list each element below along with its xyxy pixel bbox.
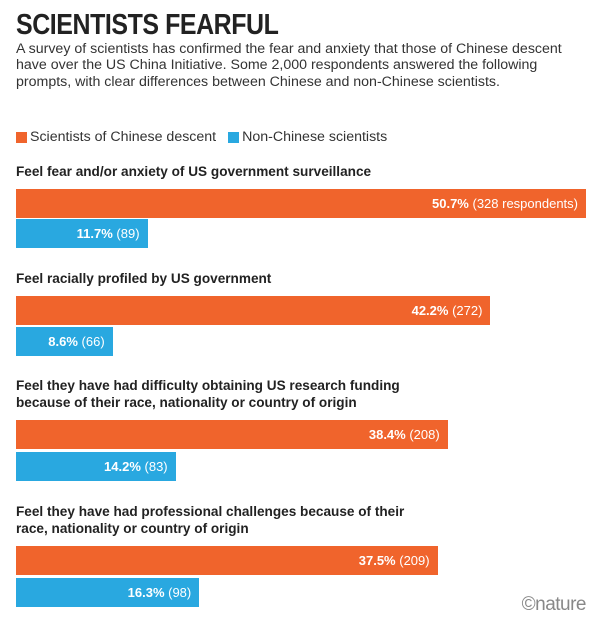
legend-label-non-chinese: Non-Chinese scientists bbox=[242, 129, 388, 145]
bar-non-chinese-surveillance: 11.7% (89) bbox=[16, 219, 148, 248]
bar-non-chinese-professional-challenges: 16.3% (98) bbox=[16, 578, 200, 607]
value-respondent-count: (66) bbox=[77, 334, 105, 349]
value-respondent-count: (89) bbox=[112, 226, 140, 241]
value-respondent-count: (83) bbox=[140, 459, 168, 474]
bar-value-label: 38.4% (208) bbox=[369, 420, 440, 449]
chart-title: SCIENTISTS FEARFUL bbox=[16, 9, 279, 41]
bar-value-label: 8.6% (66) bbox=[48, 327, 104, 356]
bar-chinese-surveillance: 50.7% (328 respondents) bbox=[16, 189, 586, 218]
value-percent: 16.3% bbox=[127, 585, 165, 600]
category-label-surveillance: Feel fear and/or anxiety of US governmen… bbox=[16, 164, 372, 179]
value-respondent-count: (209) bbox=[395, 553, 430, 568]
value-respondent-count: (272) bbox=[448, 303, 483, 318]
value-percent: 14.2% bbox=[104, 459, 141, 474]
bar-value-label: 16.3% (98) bbox=[128, 578, 192, 607]
bar-value-label: 11.7% (89) bbox=[77, 219, 140, 248]
bar-non-chinese-funding-difficulty: 14.2% (83) bbox=[16, 452, 176, 481]
bar-value-label: 37.5% (209) bbox=[359, 546, 430, 575]
legend-swatch-chinese bbox=[16, 131, 27, 143]
category-label-racially-profiled: Feel racially profiled by US government bbox=[16, 271, 272, 286]
value-percent: 11.7% bbox=[76, 226, 113, 241]
publisher-credit: ©nature bbox=[521, 594, 587, 615]
value-respondent-count: (328 respondents) bbox=[468, 196, 578, 211]
bar-value-label: 14.2% (83) bbox=[104, 452, 168, 481]
category-label-funding-difficulty: Feel they have had difficulty obtaining … bbox=[16, 378, 400, 410]
legend-item-chinese: Scientists of Chinese descent bbox=[16, 129, 216, 145]
bar-chinese-racially-profiled: 42.2% (272) bbox=[16, 296, 491, 325]
chart-subtitle: A survey of scientists has confirmed the… bbox=[16, 41, 562, 90]
category-label-professional-challenges: Feel they have had professional challeng… bbox=[16, 504, 405, 536]
bar-value-label: 50.7% (328 respondents) bbox=[432, 189, 578, 218]
value-respondent-count: (208) bbox=[405, 427, 440, 442]
value-percent: 8.6% bbox=[48, 334, 78, 349]
bar-chinese-funding-difficulty: 38.4% (208) bbox=[16, 420, 448, 449]
legend-swatch-non-chinese bbox=[228, 131, 240, 143]
value-percent: 38.4% bbox=[368, 427, 406, 442]
bar-non-chinese-racially-profiled: 8.6% (66) bbox=[16, 327, 113, 356]
bar-value-label: 42.2% (272) bbox=[412, 296, 483, 325]
value-percent: 37.5% bbox=[358, 553, 396, 568]
legend-label-chinese: Scientists of Chinese descent bbox=[30, 129, 217, 145]
value-respondent-count: (98) bbox=[164, 585, 192, 600]
bar-chinese-professional-challenges: 37.5% (209) bbox=[16, 546, 438, 575]
value-percent: 50.7% bbox=[432, 196, 469, 211]
legend-item-non-chinese: Non-Chinese scientists bbox=[228, 129, 387, 145]
value-percent: 42.2% bbox=[411, 303, 449, 318]
legend: Scientists of Chinese descent Non-Chines… bbox=[16, 129, 399, 145]
